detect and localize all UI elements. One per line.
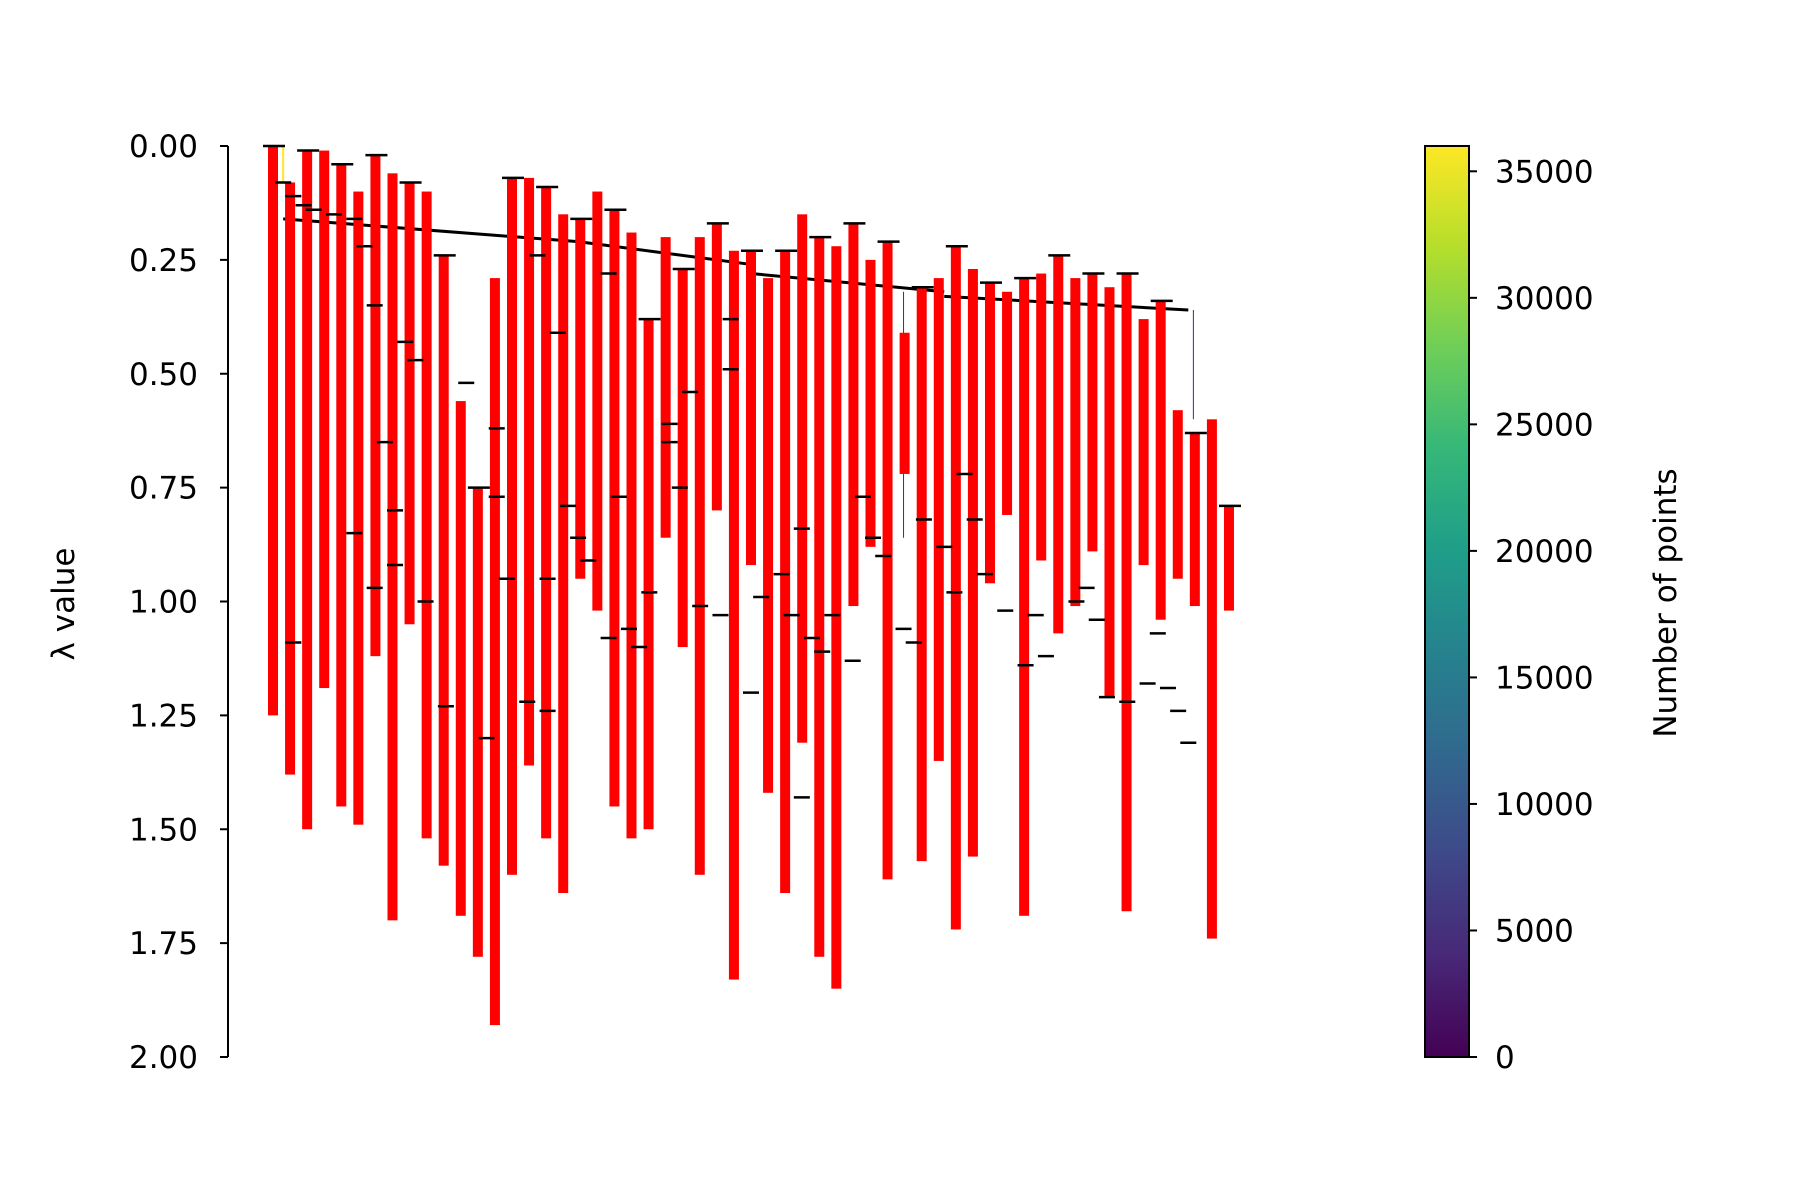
- selected-cluster-bar: [728, 250, 739, 980]
- selected-cluster-bar: [1019, 278, 1030, 916]
- selected-cluster-bar: [933, 278, 944, 761]
- selected-cluster-bar: [1189, 432, 1200, 607]
- selected-cluster-bar: [1087, 273, 1098, 552]
- colorbar-gradient: [1424, 145, 1470, 1058]
- colorbar: 0 5000 10000 15000 20000 25000 30000 35000 Numb…: [1424, 145, 1684, 1076]
- selected-cluster-bar: [319, 150, 330, 689]
- selected-cluster-bar: [882, 241, 893, 880]
- colorbar-tick-label: 5000: [1495, 913, 1574, 949]
- selected-cluster-bar: [472, 487, 483, 957]
- selected-cluster-bar: [711, 223, 722, 511]
- selected-cluster-bar: [524, 177, 535, 766]
- selected-cluster-bar: [575, 218, 586, 579]
- y-tick-label: 0.25: [129, 243, 198, 279]
- selected-cluster-bar: [558, 214, 569, 894]
- selected-cluster-bar: [609, 209, 620, 807]
- selected-cluster-bar: [984, 282, 995, 584]
- colorbar-label: Number of points: [1648, 468, 1684, 737]
- selected-cluster-bar: [438, 255, 449, 866]
- selected-cluster-bar: [780, 250, 791, 894]
- y-tick-label: 1.00: [129, 585, 198, 621]
- selected-cluster-bar: [1070, 278, 1081, 607]
- selected-cluster-bar: [763, 278, 774, 793]
- selected-cluster-bar: [1104, 287, 1115, 698]
- selected-cluster-bar: [506, 177, 517, 875]
- selected-cluster-bar: [814, 237, 825, 957]
- spine-segment: [750, 272, 945, 294]
- selected-cluster-bar: [848, 223, 859, 607]
- y-tick-label: 1.50: [129, 812, 198, 848]
- colorbar-tick-label: 35000: [1495, 154, 1594, 190]
- colorbar-tick-label: 30000: [1495, 281, 1594, 317]
- selected-cluster-bar: [626, 232, 637, 839]
- selected-cluster-bar: [694, 237, 705, 875]
- selected-cluster-bar: [268, 146, 278, 716]
- colorbar-tick-label: 0: [1495, 1040, 1515, 1076]
- y-tick-label: 1.75: [129, 926, 198, 962]
- selected-cluster-bar: [916, 287, 927, 862]
- selected-cluster-bar: [1036, 273, 1047, 561]
- selected-cluster-bar: [660, 237, 671, 538]
- selected-cluster-bar: [677, 268, 688, 648]
- selected-cluster-bar: [353, 191, 364, 825]
- selected-cluster-bar: [967, 268, 978, 857]
- y-axis: 0.00 0.25 0.50 0.75 1.00 1.25 1.50 1.75 2.00 λ v…: [46, 129, 229, 1076]
- selected-cluster-bar: [831, 246, 842, 989]
- selected-cluster-bar: [797, 214, 808, 743]
- plot-area: [263, 144, 1241, 1026]
- colorbar-tick-label: 25000: [1495, 407, 1594, 443]
- y-tick-label: 0.75: [129, 471, 198, 507]
- selected-cluster-bar: [1121, 273, 1132, 912]
- y-tick-label: 0.00: [129, 129, 198, 165]
- selected-cluster-bar: [404, 182, 415, 625]
- selected-cluster-bar: [592, 191, 603, 611]
- selected-cluster-bar: [950, 246, 961, 930]
- selected-cluster-bar: [336, 164, 347, 807]
- y-axis-label: λ value: [46, 548, 82, 661]
- selected-cluster-bar: [1138, 319, 1149, 566]
- selected-clusters: [268, 146, 1234, 1026]
- selected-cluster-bar: [421, 191, 432, 839]
- split-markers: [263, 144, 1241, 799]
- selected-cluster-bar: [899, 332, 910, 474]
- colorbar-tick-label: 20000: [1495, 534, 1594, 570]
- selected-cluster-bar: [745, 250, 756, 566]
- selected-cluster-bar: [1002, 291, 1013, 515]
- selected-cluster-bar: [455, 401, 466, 916]
- selected-cluster-bar: [1155, 300, 1166, 620]
- selected-cluster-bar: [1223, 505, 1234, 611]
- selected-cluster-bar: [285, 182, 296, 775]
- selected-cluster-bar: [541, 186, 552, 839]
- selected-cluster-bar: [865, 259, 876, 547]
- y-tick-label: 1.25: [129, 698, 198, 734]
- selected-cluster-bar: [370, 155, 381, 657]
- selected-cluster-bar: [302, 150, 313, 830]
- spine-segment: [944, 294, 1189, 312]
- selected-cluster-bar: [489, 278, 500, 1026]
- selected-cluster-bar: [1053, 255, 1064, 634]
- y-tick-label: 2.00: [129, 1040, 198, 1076]
- y-ticks: 0.00 0.25 0.50 0.75 1.00 1.25 1.50 1.75 2.00: [129, 129, 228, 1076]
- selected-cluster-bar: [643, 319, 654, 830]
- colorbar-tick-label: 10000: [1495, 787, 1594, 823]
- selected-cluster-bar: [1172, 410, 1183, 579]
- colorbar-ticks: 0 5000 10000 15000 20000 25000 30000 35000: [1469, 154, 1594, 1076]
- colorbar-tick-label: 15000: [1495, 660, 1594, 696]
- selected-cluster-bar: [1206, 419, 1217, 939]
- selected-cluster-bar: [387, 173, 398, 921]
- y-tick-label: 0.50: [129, 357, 198, 393]
